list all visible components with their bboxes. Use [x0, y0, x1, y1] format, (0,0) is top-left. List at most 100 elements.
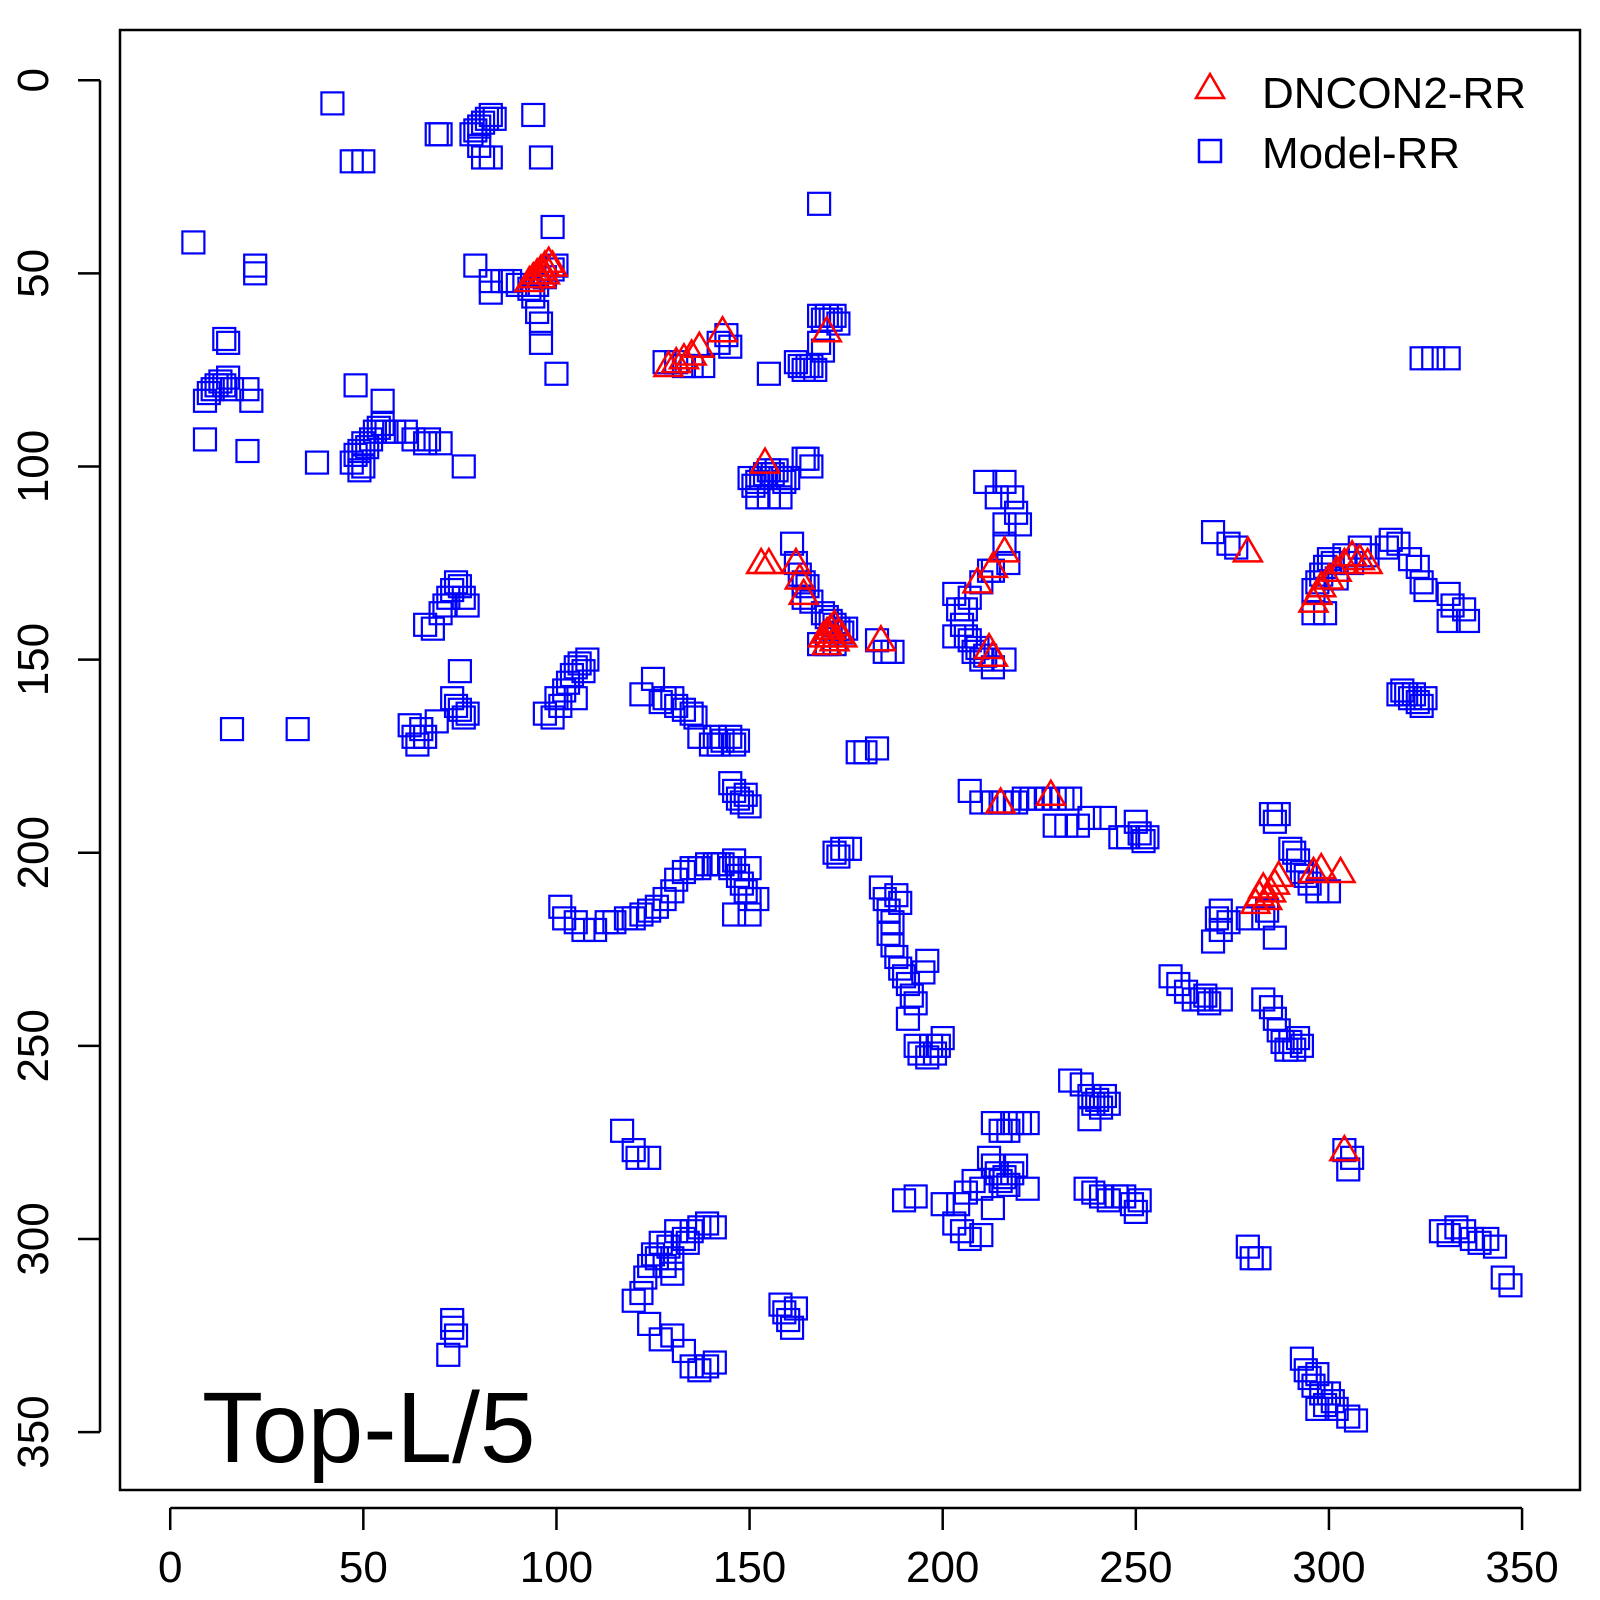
model-rr-point-242 [679, 701, 704, 726]
legend-triangle-marker [1193, 71, 1227, 100]
model-rr-point-473 [1428, 1219, 1454, 1244]
model-rr-point-336 [737, 902, 762, 927]
model-rr-point-457 [679, 1354, 704, 1379]
model-rr-point-369 [1189, 987, 1214, 1012]
model-rr-point-14 [478, 145, 503, 170]
model-rr-point-243 [683, 705, 708, 730]
dncon2-rr-point-27 [818, 623, 851, 652]
dncon2-rr-point-6 [536, 249, 569, 277]
model-rr-point-285 [822, 840, 847, 865]
model-rr-point-2 [351, 149, 376, 174]
dncon2-rr-point-55 [1262, 859, 1295, 888]
dncon2-rr-point-33 [976, 550, 1010, 579]
y-tick-label-250: 250 [9, 1009, 58, 1082]
dncon2-rr-point-48 [1351, 546, 1384, 575]
model-rr-point-60 [366, 415, 391, 440]
model-rr-point-260 [864, 736, 890, 761]
model-rr-point-204 [409, 717, 434, 742]
model-rr-point-282 [1127, 821, 1152, 846]
model-rr-point-185 [1436, 608, 1461, 634]
dncon2-rr-point-43 [1312, 561, 1346, 590]
model-rr-point-110 [799, 454, 824, 479]
model-rr-point-187 [1312, 601, 1338, 626]
model-rr-point-141 [992, 531, 1017, 556]
model-rr-point-360 [922, 1041, 948, 1066]
model-rr-point-193 [1405, 689, 1430, 715]
dncon2-rr-point-34 [988, 534, 1021, 563]
x-tick-label-250: 250 [1099, 1543, 1172, 1592]
model-rr-point-404 [1000, 1161, 1025, 1186]
model-rr-point-307 [1208, 898, 1233, 923]
model-rr-point-283 [1131, 829, 1156, 854]
model-rr-point-389 [1092, 1083, 1118, 1109]
model-rr-point-180 [1413, 577, 1438, 603]
model-rr-point-87 [810, 338, 836, 363]
model-rr-point-465 [783, 1296, 809, 1321]
model-rr-point-405 [1003, 1153, 1029, 1178]
model-rr-point-178 [1405, 554, 1430, 579]
model-rr-point-69 [428, 431, 453, 456]
model-rr-point-427 [1123, 1199, 1148, 1225]
x-axis: 0 50 100 150 200 250 300 350 [158, 1506, 1559, 1592]
model-rr-point-20 [463, 253, 488, 278]
dncon2-rr-point-15 [810, 314, 844, 343]
dncon2-rr-point-13 [683, 330, 716, 358]
model-rr-point-88 [807, 191, 832, 216]
model-rr-point-273 [1058, 786, 1083, 811]
model-rr-point-250 [722, 732, 747, 757]
model-rr-point-38 [216, 330, 241, 355]
model-rr-point-72 [351, 454, 376, 479]
model-rr-point-421 [1088, 1184, 1114, 1209]
model-rr-point-139 [1007, 512, 1033, 537]
model-rr-point-197 [1421, 346, 1446, 371]
model-rr-point-391 [1077, 1107, 1102, 1132]
dncon2-rr-point-18 [752, 546, 786, 575]
dncon2-rr-point-59 [1328, 1133, 1361, 1162]
model-rr-point-311 [563, 910, 588, 935]
model-rr-point-451 [675, 1230, 700, 1255]
model-rr-point-349 [891, 964, 917, 989]
model-rr-point-478 [1467, 1230, 1492, 1255]
model-rr-point-308 [1262, 925, 1287, 950]
model-rr-point-133 [880, 639, 905, 664]
model-rr-point-381 [1285, 1025, 1311, 1051]
model-rr-point-149 [946, 597, 971, 622]
model-rr-point-306 [1200, 929, 1226, 954]
model-rr-point-461 [768, 1292, 793, 1317]
dncon2-rr-point-29 [810, 627, 844, 656]
model-rr-point-415 [969, 1176, 994, 1201]
x-tick-label-350: 350 [1485, 1543, 1558, 1592]
model-rr-point-232 [575, 647, 600, 672]
model-rr-point-382 [1289, 1033, 1315, 1058]
dncon2-rr-point-16 [748, 446, 782, 474]
model-rr-point-365 [1158, 964, 1183, 989]
model-rr-point-135 [984, 485, 1009, 510]
model-rr-point-434 [1336, 1157, 1361, 1182]
x-tick-label-100: 100 [520, 1543, 593, 1592]
model-rr-point-332 [729, 871, 754, 896]
model-rr-point-217 [447, 659, 472, 684]
top-l5-annotation: Top-L/5 [202, 1372, 536, 1484]
model-rr-point-106 [772, 469, 797, 495]
model-rr-point-436 [629, 1280, 654, 1306]
model-rr-point-449 [702, 1215, 727, 1240]
model-rr-point-352 [903, 991, 928, 1016]
y-tick-label-150: 150 [9, 623, 58, 696]
model-rr-point-355 [895, 1006, 921, 1031]
model-rr-point-251 [725, 728, 751, 753]
model-rr-point-472 [440, 1307, 465, 1333]
model-rr-point-354 [915, 948, 940, 973]
model-rr-point-411 [949, 1219, 975, 1244]
model-rr-point-175 [1378, 527, 1403, 552]
model-rr-series [181, 91, 1523, 1433]
model-rr-point-422 [1096, 1188, 1121, 1213]
model-rr-point-194 [1409, 693, 1434, 719]
y-tick-label-50: 50 [9, 249, 58, 298]
model-rr-point-397 [1015, 1110, 1040, 1136]
model-rr-point-161 [1216, 531, 1241, 556]
model-rr-point-36 [544, 361, 569, 386]
model-rr-point-317 [621, 906, 646, 931]
legend-label-dncon2-rr: DNCON2-RR [1262, 69, 1526, 118]
